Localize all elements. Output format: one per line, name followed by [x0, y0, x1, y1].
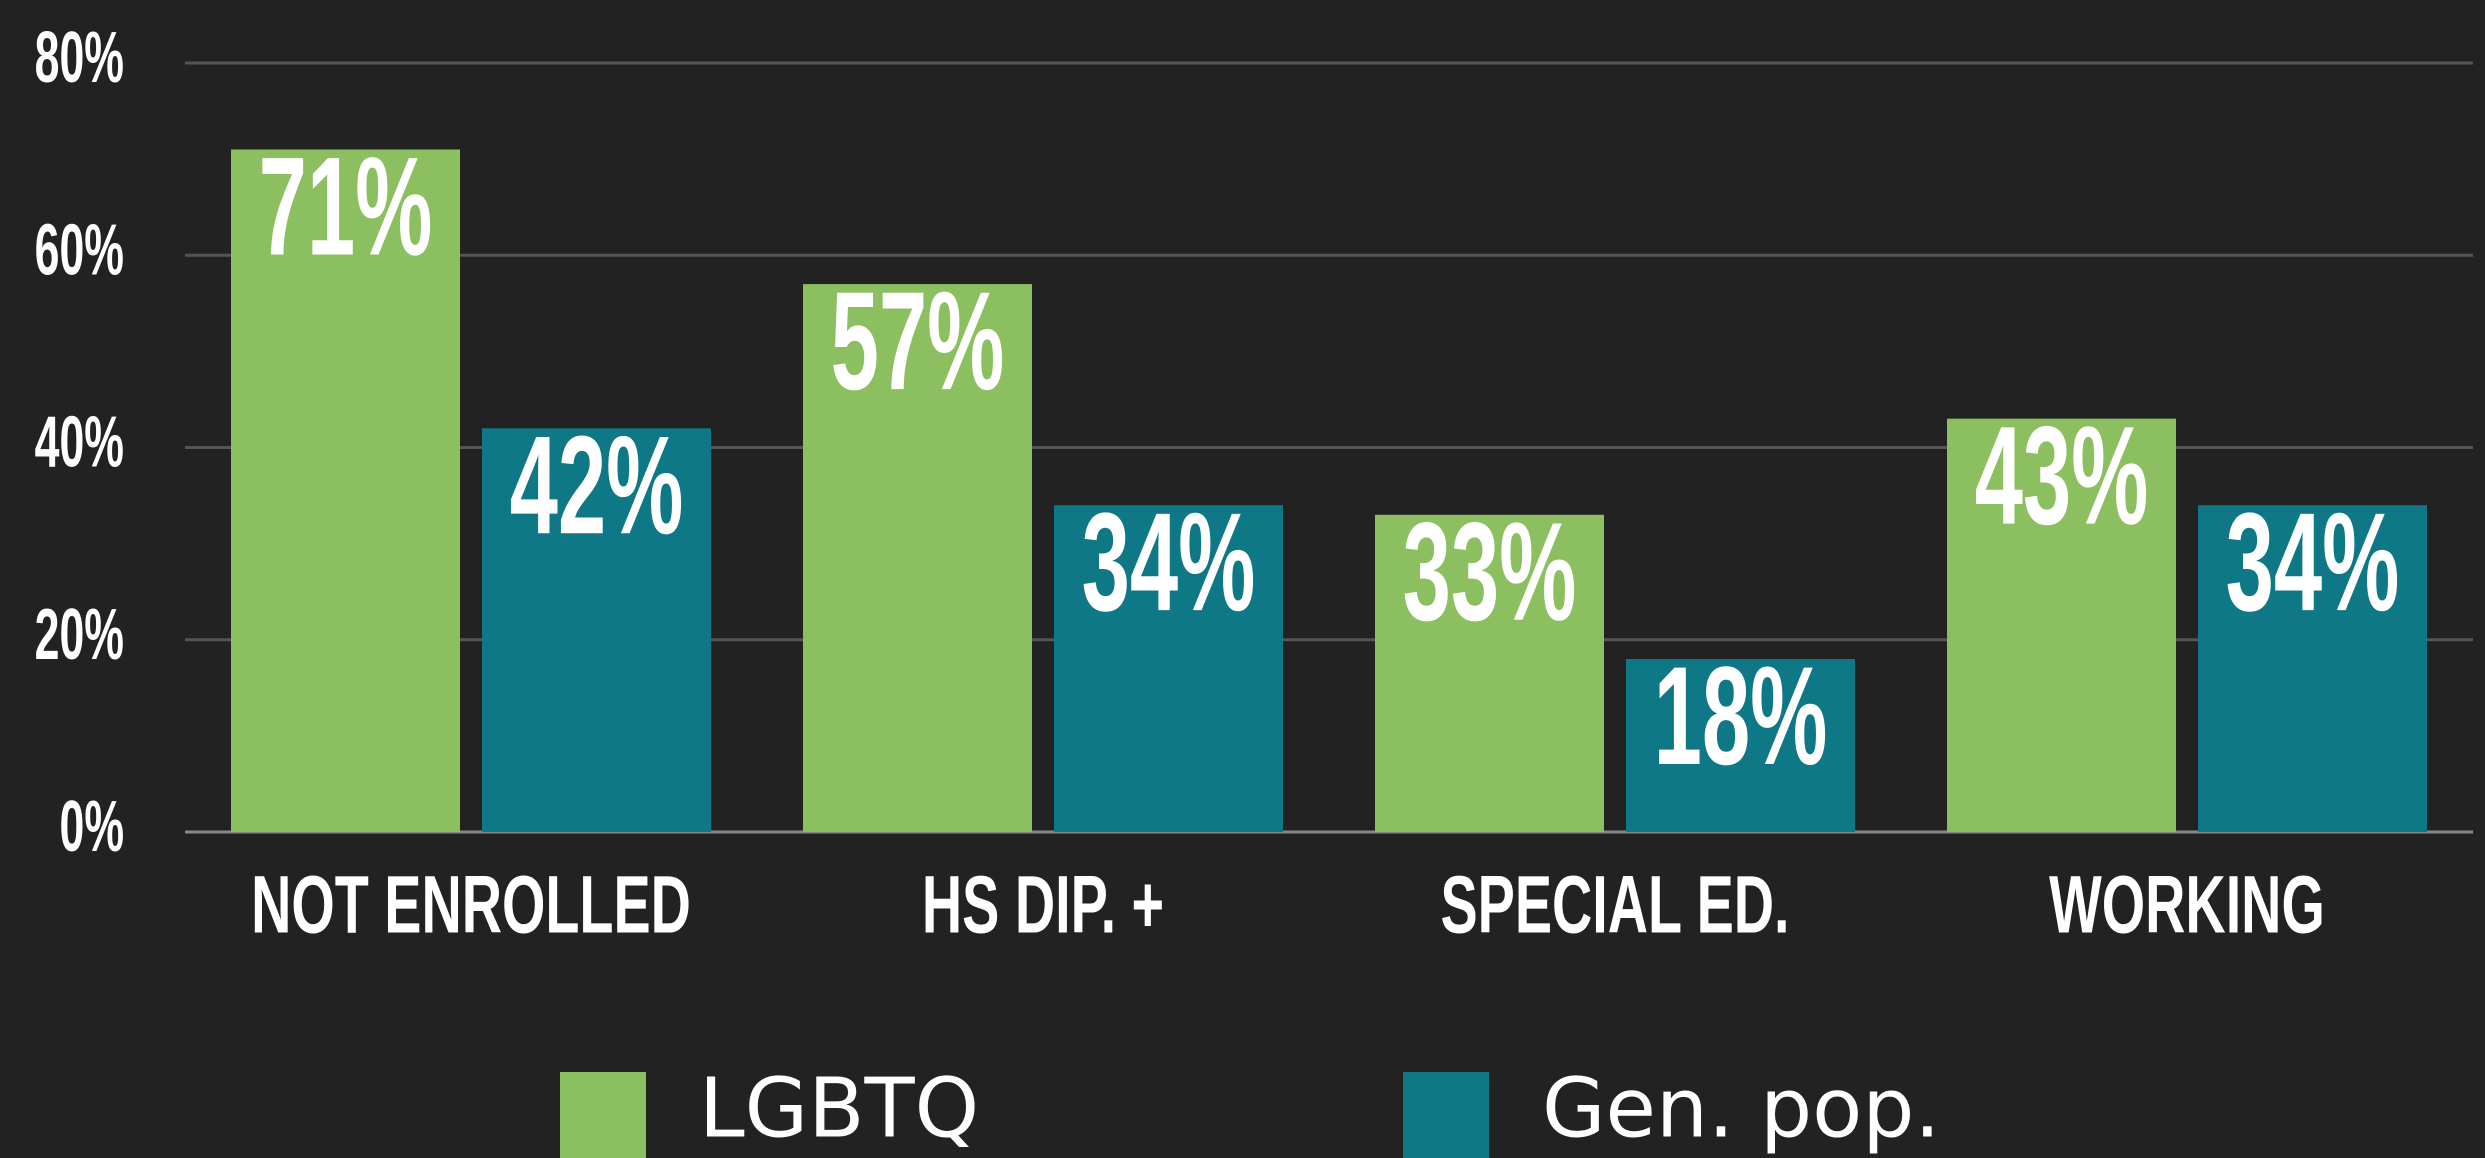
bar	[1947, 418, 2176, 832]
data-label-group: 43%	[1975, 397, 2149, 553]
data-label-group: 42%	[510, 407, 684, 563]
y-tick-label-group: 20%	[35, 594, 124, 675]
y-tick-label-group: 40%	[35, 402, 124, 483]
y-tick-label: 40%	[35, 402, 124, 483]
y-tick-label-group: 0%	[59, 786, 124, 867]
data-label-group: 34%	[2226, 484, 2400, 640]
x-tick-label: NOT ENROLLED	[251, 859, 691, 950]
bar	[231, 149, 460, 832]
bar	[2198, 505, 2427, 832]
x-tick-label-group: WORKING	[2049, 859, 2325, 950]
bar	[803, 284, 1032, 832]
legend-swatch	[1403, 1072, 1489, 1158]
y-tick-label: 80%	[35, 17, 124, 98]
x-tick-label: WORKING	[2049, 859, 2325, 950]
x-tick-label: HS DIP. +	[922, 859, 1164, 950]
bar	[482, 428, 711, 832]
legend-swatch	[560, 1072, 646, 1158]
data-label-group: 33%	[1403, 494, 1577, 650]
y-tick-label-group: 80%	[35, 17, 124, 98]
data-label-group: 57%	[831, 263, 1005, 419]
y-tick-label: 20%	[35, 594, 124, 675]
x-tick-label-group: SPECIAL ED.	[1440, 859, 1789, 950]
x-tick-label-group: NOT ENROLLED	[251, 859, 691, 950]
data-label-group: 34%	[1082, 484, 1256, 640]
data-label: 57%	[831, 263, 1005, 419]
x-tick-label-group: HS DIP. +	[922, 859, 1164, 950]
legend-label: LGBTQ	[699, 1061, 979, 1156]
legend-label: Gen. pop.	[1542, 1061, 1940, 1156]
x-tick-label: SPECIAL ED.	[1440, 859, 1789, 950]
y-tick-label-group: 60%	[35, 209, 124, 290]
data-label: 33%	[1403, 494, 1577, 650]
data-label-group: 18%	[1654, 638, 1828, 794]
data-label-group: 71%	[259, 128, 433, 284]
bar	[1375, 514, 1604, 832]
data-label: 18%	[1654, 638, 1828, 794]
data-label: 34%	[2226, 484, 2400, 640]
y-tick-label: 60%	[35, 209, 124, 290]
y-tick-label: 0%	[59, 786, 124, 867]
data-label: 43%	[1975, 397, 2149, 553]
data-label: 34%	[1082, 484, 1256, 640]
bar	[1054, 505, 1283, 832]
bar	[1626, 658, 1855, 832]
data-label: 71%	[259, 128, 433, 284]
data-label: 42%	[510, 407, 684, 563]
legend: LGBTQ Gen. pop.	[560, 1061, 1940, 1158]
